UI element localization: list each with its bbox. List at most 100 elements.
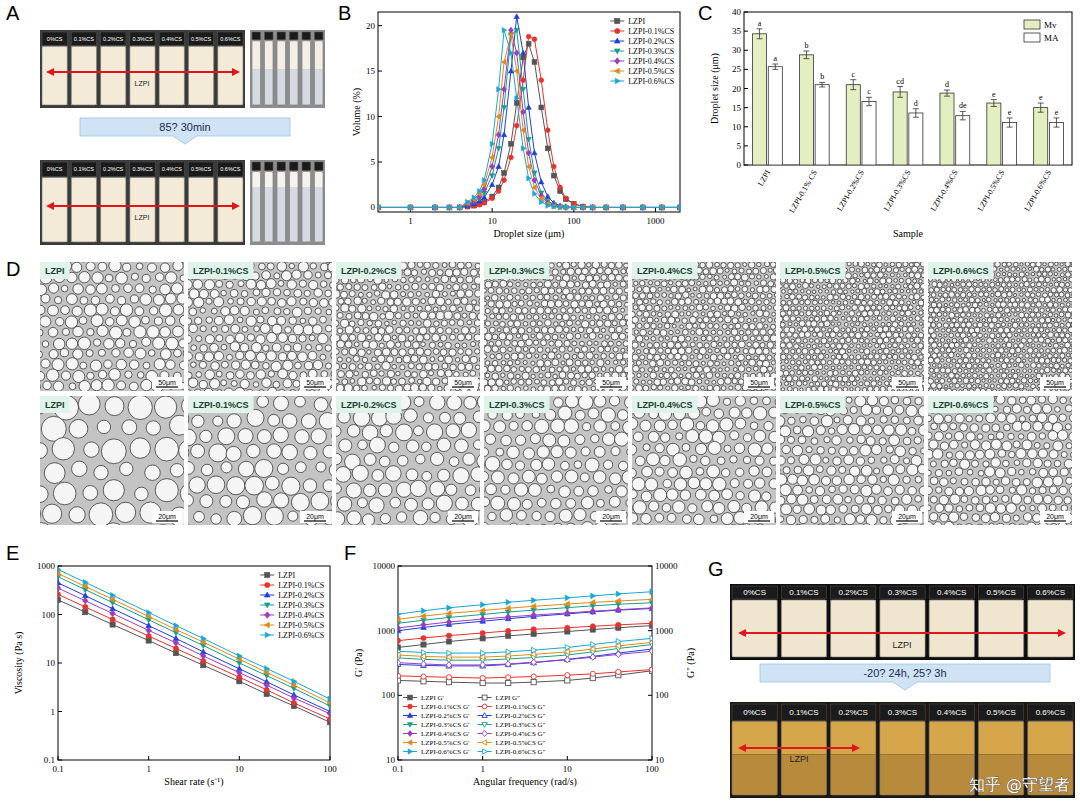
data-point: [532, 171, 537, 176]
droplet: [40, 316, 51, 327]
droplet: [589, 332, 596, 339]
error-bar-stem: [869, 97, 870, 105]
droplet: [278, 280, 284, 286]
vial-content: [159, 177, 184, 242]
droplet: [549, 314, 554, 319]
data-point: [591, 205, 596, 210]
droplet: [590, 320, 595, 325]
bar: [893, 92, 907, 165]
droplet: [358, 364, 363, 369]
vial-glass: [252, 172, 261, 243]
data-point: [237, 669, 242, 676]
droplet: [345, 326, 353, 334]
droplet: [91, 296, 99, 304]
droplet: [403, 284, 409, 290]
droplet: [571, 315, 576, 320]
series-line: [398, 651, 652, 665]
droplet: [40, 329, 43, 336]
data-point: [378, 204, 381, 210]
droplet: [463, 372, 468, 377]
droplet: [442, 292, 447, 297]
legend-label: LZPI-0.1%CS G'': [496, 703, 546, 711]
droplet: [457, 320, 463, 326]
legend-marker: [264, 592, 270, 597]
droplet: [210, 343, 219, 352]
vial-glass: [188, 46, 213, 105]
droplet: [154, 359, 165, 370]
droplet: [613, 294, 619, 300]
droplet: [557, 262, 562, 267]
droplet: [432, 363, 439, 370]
data-point: [621, 205, 626, 210]
droplet: [214, 316, 223, 325]
droplet: [354, 371, 359, 376]
droplet: [515, 387, 520, 391]
data-point: [558, 185, 563, 190]
droplet: [605, 346, 611, 352]
droplet: [363, 328, 369, 334]
droplet: [342, 349, 348, 355]
data-point: [480, 680, 485, 685]
droplet: [545, 360, 551, 366]
droplet: [620, 281, 626, 287]
droplet: [518, 353, 524, 359]
vial-cap: [159, 162, 184, 176]
droplet: [256, 352, 266, 362]
droplet: [160, 349, 171, 360]
data-point: [591, 642, 596, 648]
x-tick: [398, 756, 399, 760]
data-point: [590, 624, 595, 629]
arrow-head: [46, 68, 54, 76]
droplet: [449, 320, 455, 326]
data-point: [58, 597, 61, 602]
droplet: [421, 299, 426, 304]
droplet: [496, 340, 502, 346]
micrograph-background: [484, 262, 628, 391]
droplet: [346, 357, 351, 362]
droplet: [60, 349, 68, 357]
y-tick: [378, 116, 382, 117]
droplet: [621, 360, 626, 365]
y-tick: [398, 760, 402, 761]
y-tick: [744, 145, 748, 146]
droplet: [153, 337, 165, 349]
droplet: [394, 298, 401, 305]
data-point: [110, 617, 115, 622]
droplet: [624, 366, 628, 372]
vial-label: 0.6%CS: [220, 36, 241, 42]
droplet: [416, 364, 422, 370]
droplet: [102, 379, 114, 391]
droplet: [278, 353, 286, 361]
droplet: [609, 367, 614, 372]
droplet: [432, 334, 440, 342]
error-bar: [991, 100, 997, 107]
droplet: [253, 309, 259, 315]
vial-content: [159, 46, 184, 105]
data-point: [640, 205, 645, 210]
droplet: [379, 384, 385, 390]
droplet: [287, 297, 296, 306]
droplet: [425, 305, 431, 311]
droplet: [305, 362, 313, 370]
legend-label: LZPI-0.5%CS: [628, 67, 674, 76]
droplet: [616, 353, 623, 360]
treatment-label: 85? 30min: [159, 121, 210, 133]
data-point: [496, 189, 501, 194]
data-point: [508, 68, 513, 73]
droplet: [627, 293, 628, 300]
data-point: [58, 592, 61, 597]
label-background: [188, 262, 254, 279]
droplet: [124, 348, 134, 358]
droplet: [344, 384, 352, 391]
droplet: [206, 317, 213, 324]
data-point: [659, 205, 664, 210]
droplet: [337, 328, 343, 334]
droplet: [593, 288, 600, 295]
droplet: [590, 347, 595, 352]
droplet: [314, 289, 322, 297]
droplet: [246, 316, 256, 326]
droplet: [371, 300, 376, 305]
droplet: [338, 298, 344, 304]
droplet: [274, 273, 280, 279]
droplet: [462, 284, 468, 290]
